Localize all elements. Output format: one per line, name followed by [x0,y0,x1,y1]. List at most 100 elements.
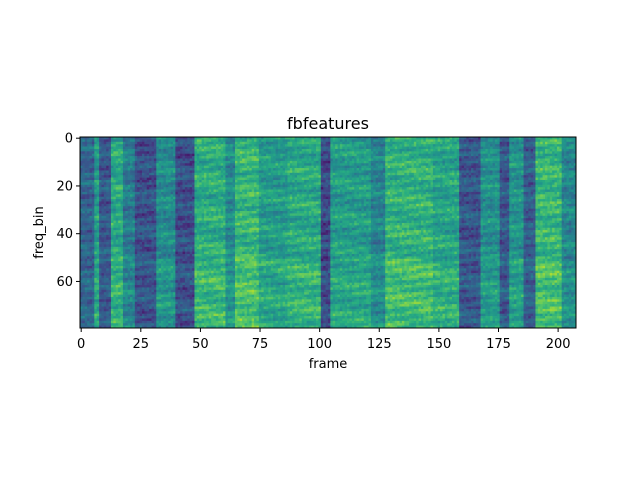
heatmap-cell [104,175,107,178]
heatmap-cell [163,297,166,300]
heatmap-cell [163,197,166,200]
heatmap-cell [166,240,169,243]
heatmap-cell [173,213,176,216]
heatmap-cell [161,307,164,310]
heatmap-cell [161,144,164,147]
heatmap-cell [90,299,93,302]
heatmap-cell [163,170,166,173]
heatmap-cell [121,218,124,221]
heatmap-cell [137,204,140,207]
heatmap-cell [130,185,133,188]
heatmap-cell [173,192,176,195]
heatmap-cell [142,316,145,319]
heatmap-cell [171,230,174,233]
heatmap-cell [142,242,145,245]
heatmap-cell [132,149,135,152]
heatmap-cell [156,273,159,276]
heatmap-cell [154,264,157,267]
heatmap-cell [109,178,112,181]
heatmap-cell [106,235,109,238]
heatmap-cell [130,314,133,317]
heatmap-cell [101,221,104,224]
heatmap-cell [154,266,157,269]
heatmap-cell [106,297,109,300]
heatmap-cell [166,185,169,188]
heatmap-cell [154,240,157,243]
heatmap-cell [166,168,169,171]
heatmap-cell [130,252,133,255]
heatmap-cell [97,254,100,257]
heatmap-cell [137,221,140,224]
heatmap-cell [168,228,171,231]
heatmap-cell [130,280,133,283]
heatmap-cell [144,316,147,319]
heatmap-cell [152,209,155,212]
heatmap-cell [92,209,95,212]
heatmap-cell [149,302,152,305]
heatmap-cell [101,199,104,202]
heatmap-cell [128,316,131,319]
heatmap-cell [82,223,85,226]
heatmap-cell [109,242,112,245]
heatmap-cell [118,213,121,216]
heatmap-cell [92,304,95,307]
heatmap-cell [113,204,116,207]
heatmap-cell [168,180,171,183]
heatmap-cell [111,302,114,305]
heatmap-cell [118,173,121,176]
heatmap-cell [130,221,133,224]
heatmap-cell [140,225,143,228]
heatmap-cell [140,221,143,224]
heatmap-cell [101,264,104,267]
heatmap-cell [87,252,90,255]
heatmap-cell [101,304,104,307]
heatmap-cell [85,297,88,300]
heatmap-cell [99,323,102,326]
heatmap-cell [113,304,116,307]
heatmap-cell [113,170,116,173]
heatmap-cell [87,323,90,326]
heatmap-cell [116,266,119,269]
heatmap-cell [113,221,116,224]
heatmap-cell [154,194,157,197]
heatmap-cell [140,197,143,200]
heatmap-cell [106,209,109,212]
heatmap-cell [159,259,162,262]
heatmap-cell [156,139,159,142]
heatmap-cell [121,180,124,183]
heatmap-cell [97,209,100,212]
heatmap-cell [132,295,135,298]
heatmap-cell [97,204,100,207]
heatmap-cell [104,230,107,233]
heatmap-cell [113,166,116,169]
heatmap-cell [163,311,166,314]
heatmap-cell [104,271,107,274]
heatmap-cell [159,187,162,190]
heatmap-cell [101,237,104,240]
heatmap-cell [168,225,171,228]
chart-title: fbfeatures [287,114,369,133]
heatmap-cell [118,161,121,164]
heatmap-cell [163,139,166,142]
heatmap-cell [171,209,174,212]
heatmap-cell [125,139,128,142]
heatmap-cell [166,233,169,236]
heatmap-cell [149,206,152,209]
heatmap-cell [113,182,116,185]
heatmap-cell [82,266,85,269]
heatmap-cell [87,151,90,154]
heatmap-cell [149,271,152,274]
heatmap-cell [104,211,107,214]
heatmap-cell [94,147,97,150]
heatmap-cell [149,147,152,150]
heatmap-cell [118,297,121,300]
heatmap-cell [97,318,100,321]
heatmap-cell [125,166,128,169]
heatmap-cell [94,225,97,228]
heatmap-cell [111,304,114,307]
heatmap-cell [135,187,138,190]
heatmap-cell [130,242,133,245]
heatmap-cell [121,201,124,204]
heatmap-cell [130,156,133,159]
heatmap-cell [106,247,109,250]
